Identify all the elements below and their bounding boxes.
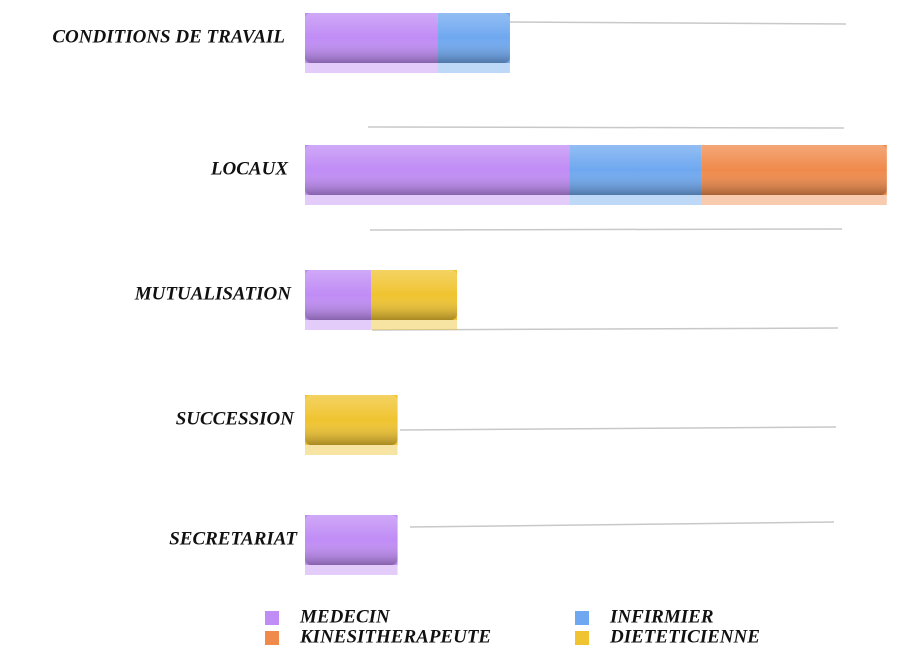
grid bbox=[367, 21, 847, 528]
legend-swatch bbox=[265, 611, 279, 625]
guide-line bbox=[399, 426, 837, 431]
legend-label: KINESITHERAPEUTE bbox=[299, 626, 491, 647]
legend-label: MEDECIN bbox=[299, 606, 391, 627]
bar-shine bbox=[305, 145, 887, 195]
bar-shine bbox=[305, 270, 458, 320]
y-tick-label: SECRETARIAT bbox=[169, 528, 298, 549]
bar-shine bbox=[305, 395, 398, 445]
y-tick-label: SUCCESSION bbox=[176, 408, 296, 429]
guide-line bbox=[409, 521, 835, 528]
guide-line bbox=[371, 327, 839, 331]
legend-swatch bbox=[575, 611, 589, 625]
y-tick-label: LOCAUX bbox=[210, 158, 289, 179]
y-tick-label: CONDITIONS DE TRAVAIL bbox=[52, 26, 285, 47]
bar-shine bbox=[305, 515, 398, 565]
y-tick-label: MUTUALISATION bbox=[134, 283, 293, 304]
legend-swatch bbox=[575, 631, 589, 645]
guide-line bbox=[367, 126, 845, 129]
legend-swatch bbox=[265, 631, 279, 645]
guide-line bbox=[499, 21, 847, 25]
bar-shine bbox=[305, 13, 510, 63]
guide-line bbox=[369, 228, 843, 231]
legend-label: INFIRMIER bbox=[609, 606, 714, 627]
legend-label: DIETETICIENNE bbox=[609, 626, 760, 647]
